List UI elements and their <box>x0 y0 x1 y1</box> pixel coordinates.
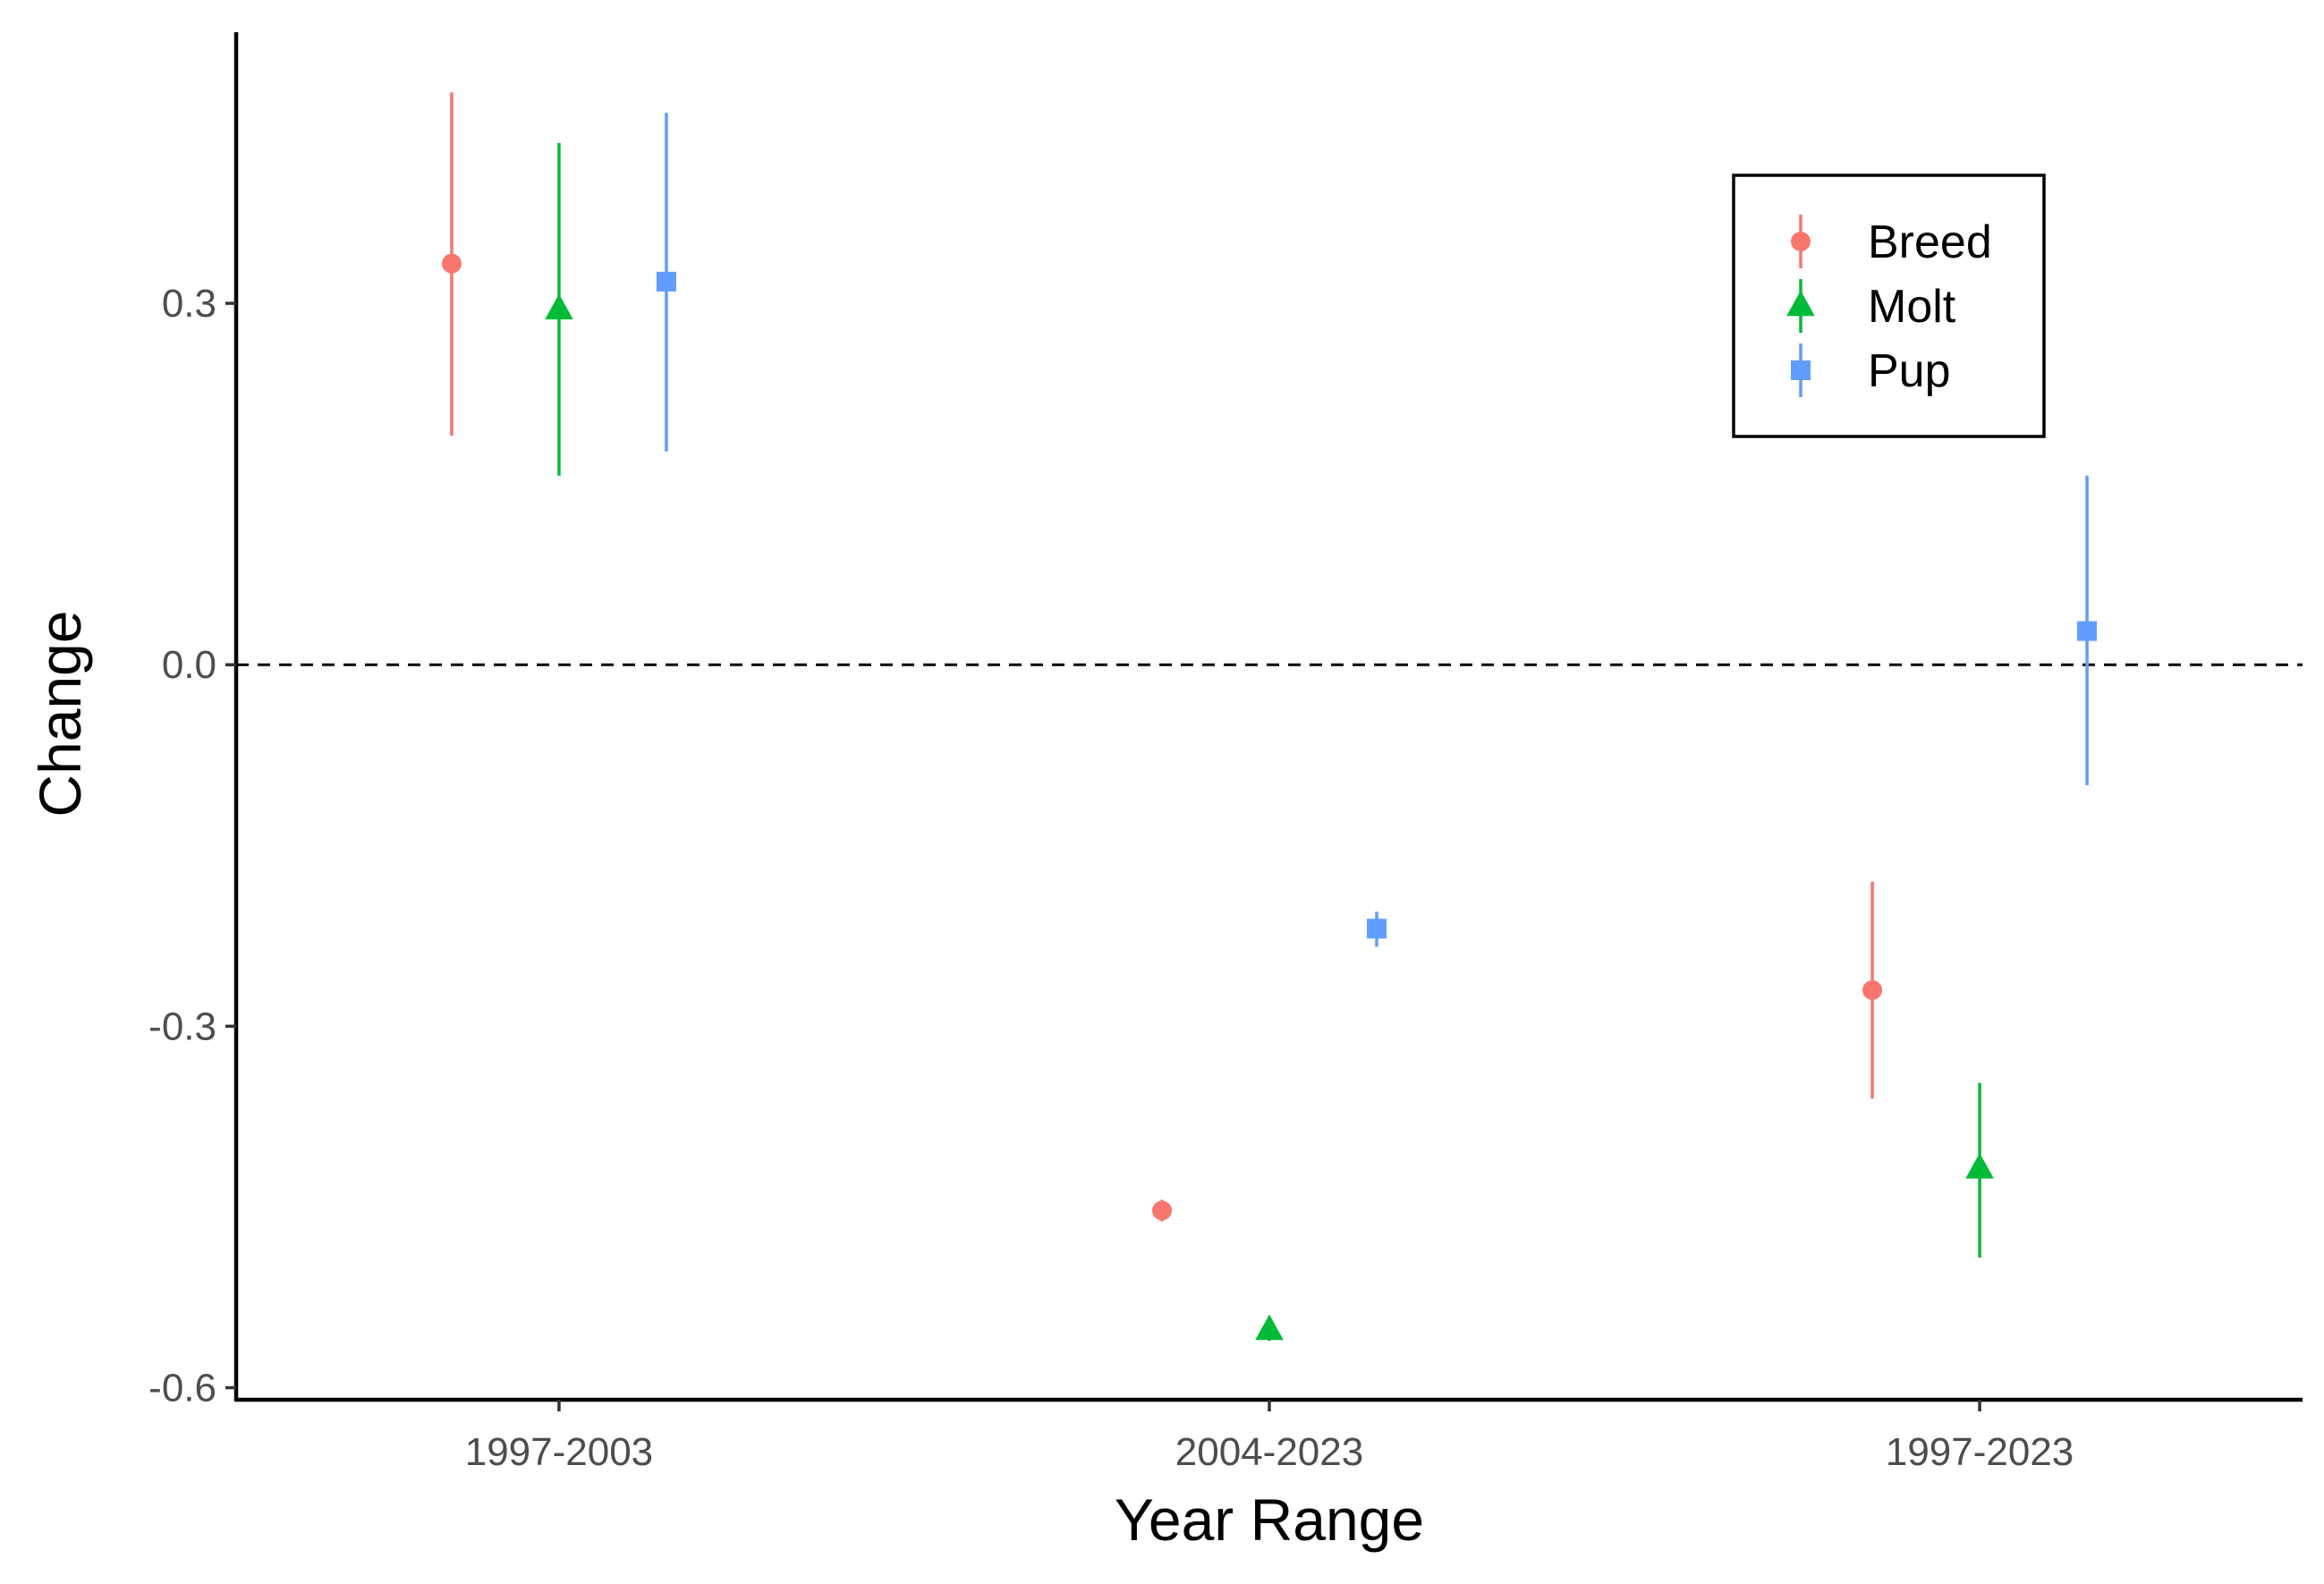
point-pup-1997-2023 <box>2077 621 2098 641</box>
legend-label: Pup <box>1868 345 1951 397</box>
series-pup <box>656 113 2098 947</box>
point-pup-2004-2023 <box>1367 919 1387 939</box>
legend-key-marker <box>1786 290 1815 317</box>
y-tick-label: -0.6 <box>148 1367 216 1410</box>
point-breed-1997-2003 <box>441 253 462 274</box>
legend-frame <box>1732 174 2046 438</box>
x-axis-title: Year Range <box>1115 1487 1424 1553</box>
legend-key-marker <box>1791 360 1811 380</box>
x-tick-label: 1997-2003 <box>465 1430 653 1474</box>
point-breed-1997-2023 <box>1862 979 1883 1000</box>
axes: 0.3 0.0 -0.3 -0.6 1997-2003 2004-2023 1997-202… <box>148 32 2303 1474</box>
legend: Breed Molt Pup <box>1732 174 2046 438</box>
point-pup-1997-2003 <box>656 271 676 292</box>
legend-key-pup <box>1791 343 1811 397</box>
y-axis-title: Change <box>27 610 93 817</box>
x-tick-label: 2004-2023 <box>1175 1430 1363 1474</box>
point-molt-2004-2023 <box>1255 1314 1284 1341</box>
legend-label: Molt <box>1868 281 1956 333</box>
legend-key-breed <box>1791 215 1811 268</box>
series-breed <box>441 92 1883 1222</box>
point-molt-1997-2003 <box>545 293 573 320</box>
legend-key-marker <box>1791 232 1811 251</box>
point-molt-1997-2023 <box>1965 1153 1994 1179</box>
point-breed-2004-2023 <box>1152 1200 1172 1221</box>
y-tick-label: -0.3 <box>148 1004 216 1048</box>
y-tick-label: 0.0 <box>162 643 216 687</box>
y-tick-label: 0.3 <box>162 282 216 326</box>
legend-key-molt <box>1786 279 1815 333</box>
x-tick-label: 1997-2023 <box>1886 1430 2074 1474</box>
plot-area <box>236 92 2303 1341</box>
series-molt <box>545 142 1994 1341</box>
legend-label: Breed <box>1868 216 1992 268</box>
